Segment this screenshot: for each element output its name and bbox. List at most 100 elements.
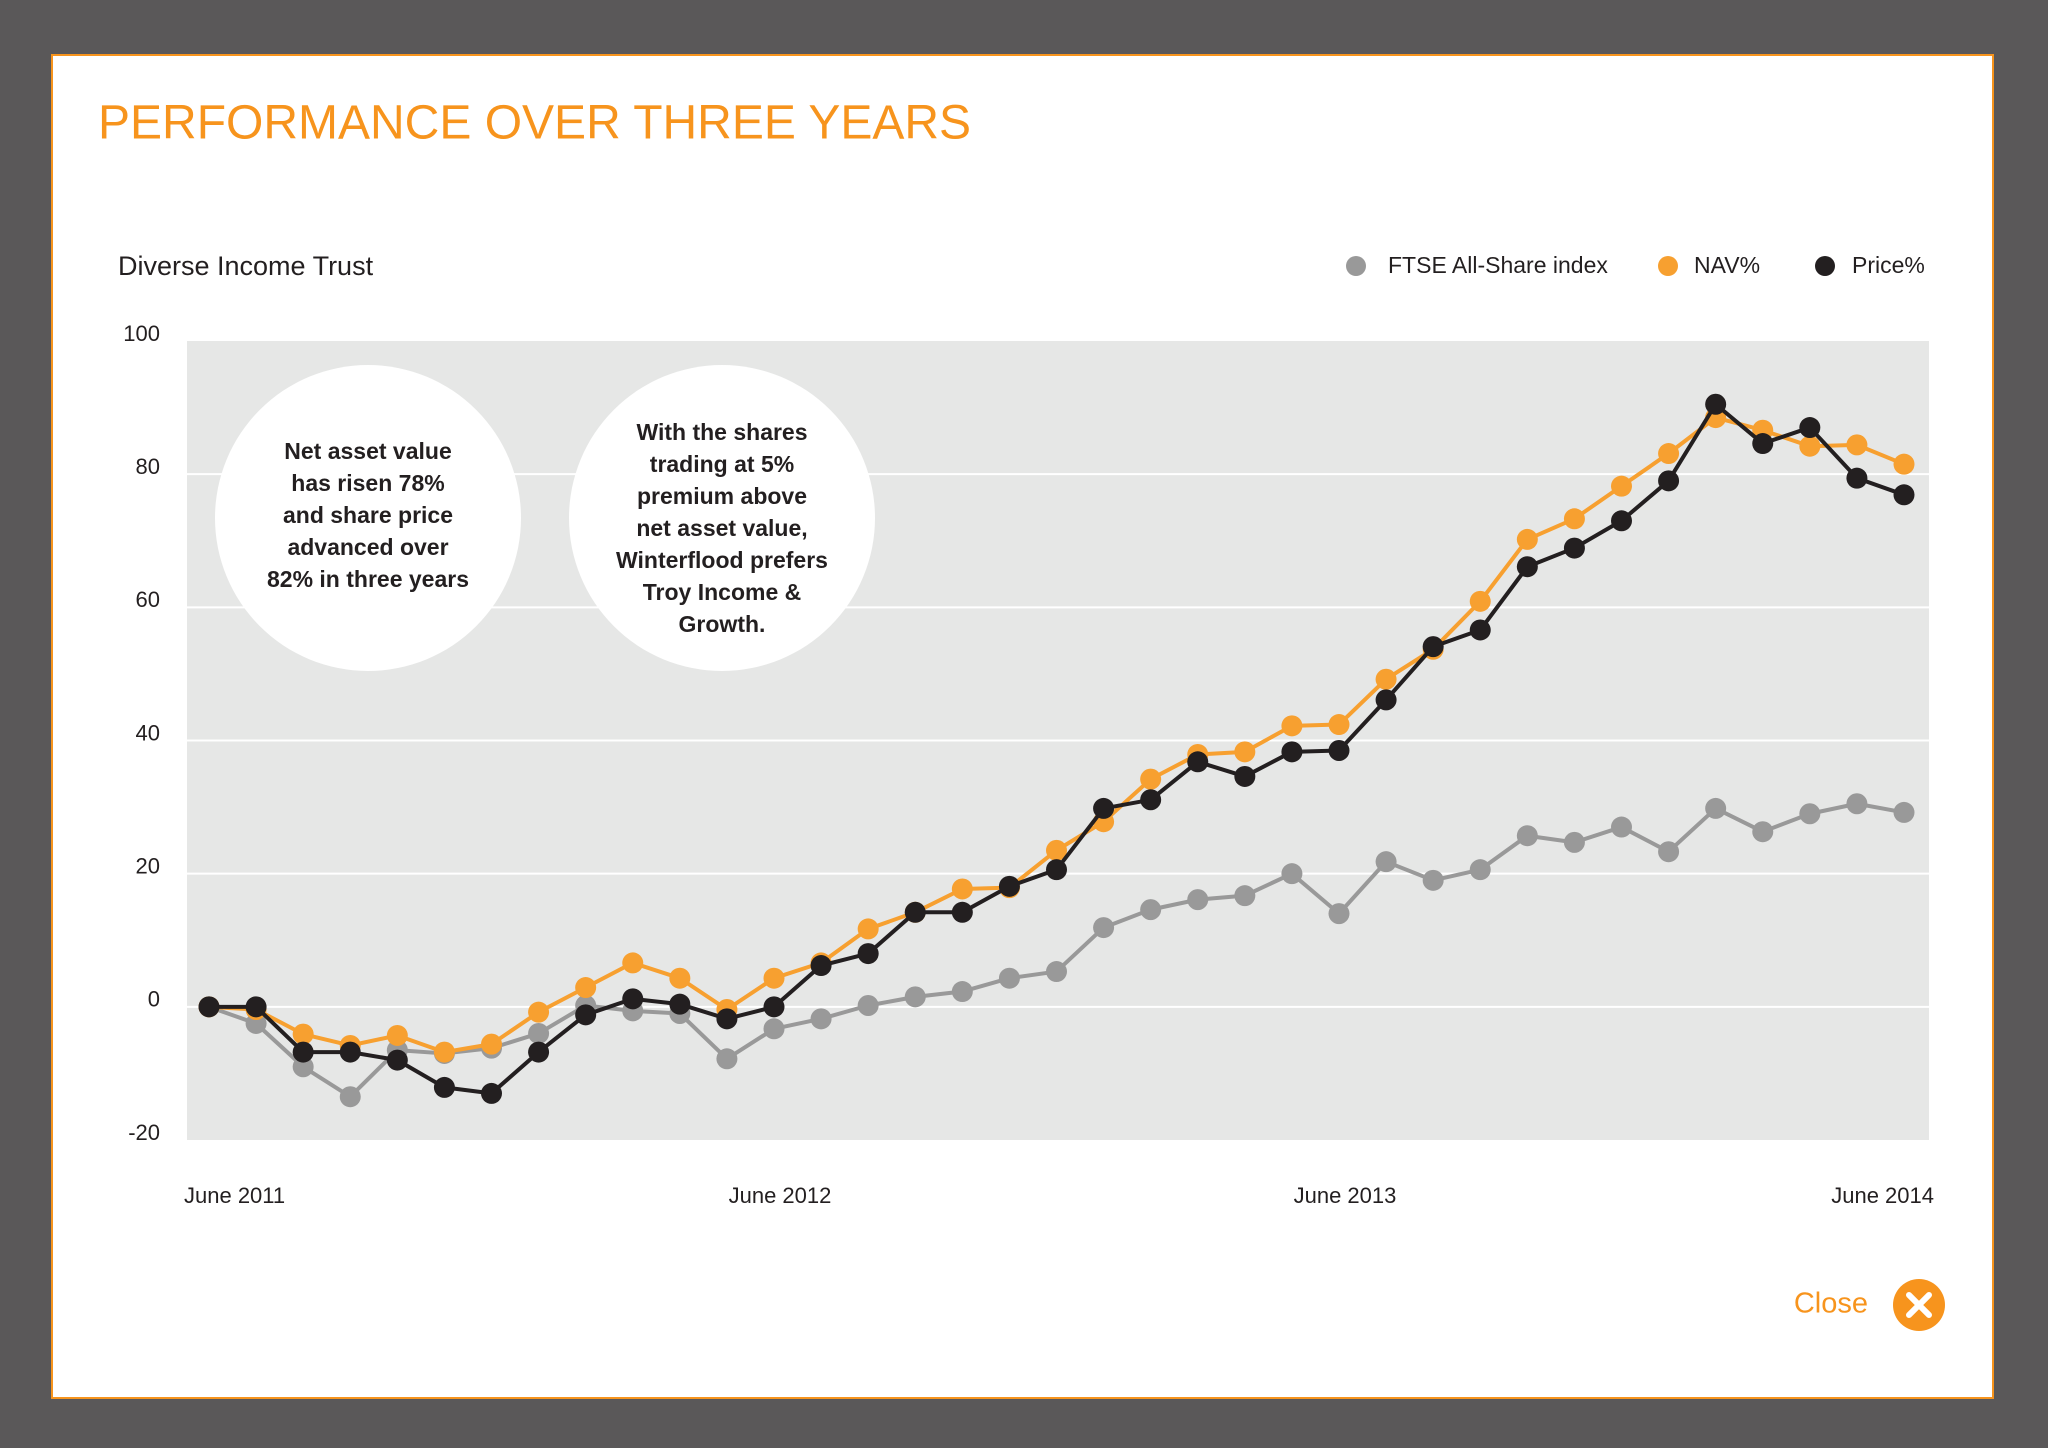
data-point bbox=[1422, 636, 1444, 658]
data-point bbox=[575, 977, 597, 999]
close-x[interactable] bbox=[1906, 1292, 1932, 1318]
data-point bbox=[1469, 619, 1491, 641]
annotation-text: With the shares bbox=[636, 419, 807, 445]
annotation-bubble bbox=[569, 365, 875, 671]
data-point bbox=[669, 967, 691, 989]
data-point bbox=[951, 878, 973, 900]
x-tick-label: June 2014 bbox=[1831, 1183, 1934, 1208]
data-point bbox=[1375, 668, 1397, 690]
data-point bbox=[386, 1049, 408, 1071]
data-point bbox=[857, 995, 879, 1017]
data-point bbox=[1328, 739, 1350, 761]
data-point bbox=[1469, 590, 1491, 612]
data-point bbox=[998, 875, 1020, 897]
data-point bbox=[716, 1008, 738, 1030]
data-point bbox=[622, 988, 644, 1010]
y-tick-label: 20 bbox=[136, 853, 160, 878]
data-point bbox=[1658, 443, 1680, 465]
annotation-text: net asset value, bbox=[636, 515, 807, 541]
annotation-text: Winterflood prefers bbox=[616, 547, 828, 573]
data-point bbox=[1893, 453, 1915, 475]
data-point bbox=[998, 967, 1020, 989]
data-point bbox=[1846, 793, 1868, 815]
annotation-text: and share price bbox=[283, 502, 453, 528]
data-point bbox=[1516, 825, 1538, 847]
data-point bbox=[1563, 508, 1585, 530]
close-button[interactable]: Close bbox=[1794, 1279, 1945, 1331]
data-point bbox=[1093, 797, 1115, 819]
annotation-text: trading at 5% bbox=[650, 451, 794, 477]
legend-label: FTSE All-Share index bbox=[1388, 252, 1608, 278]
data-point bbox=[904, 986, 926, 1008]
data-point bbox=[951, 981, 973, 1003]
data-point bbox=[339, 1086, 361, 1108]
data-point bbox=[1140, 789, 1162, 811]
data-point bbox=[1093, 917, 1115, 939]
data-point bbox=[1281, 715, 1303, 737]
data-point bbox=[1328, 714, 1350, 736]
data-point bbox=[1375, 689, 1397, 711]
data-point bbox=[810, 1008, 832, 1030]
data-point bbox=[1187, 751, 1209, 773]
data-point bbox=[857, 943, 879, 965]
y-tick-label: 60 bbox=[136, 587, 160, 612]
data-point bbox=[1046, 961, 1067, 983]
data-point bbox=[433, 1076, 455, 1098]
data-point bbox=[198, 996, 220, 1018]
data-point bbox=[857, 918, 879, 940]
data-point bbox=[575, 1004, 597, 1026]
data-point bbox=[1705, 797, 1727, 819]
data-point bbox=[1658, 470, 1680, 492]
data-point bbox=[669, 993, 691, 1015]
data-point bbox=[433, 1041, 455, 1063]
data-point bbox=[292, 1023, 314, 1045]
y-tick-label: 40 bbox=[136, 720, 160, 745]
data-point bbox=[763, 1018, 785, 1040]
legend-swatch bbox=[1815, 256, 1835, 276]
y-tick-label: 80 bbox=[136, 454, 160, 479]
data-point bbox=[763, 996, 785, 1018]
data-point bbox=[1893, 484, 1915, 506]
data-point bbox=[1375, 851, 1397, 873]
series bbox=[198, 393, 1915, 1104]
y-tick-label: 100 bbox=[123, 321, 160, 346]
data-point bbox=[1234, 741, 1256, 763]
data-point bbox=[528, 1041, 550, 1063]
x-tick-label: June 2012 bbox=[729, 1183, 832, 1208]
data-point bbox=[292, 1041, 314, 1063]
y-tick-label: -20 bbox=[128, 1120, 160, 1145]
data-point bbox=[1140, 899, 1162, 921]
data-point bbox=[1799, 417, 1821, 439]
data-point bbox=[1281, 863, 1303, 885]
annotation-text: Growth. bbox=[679, 611, 766, 637]
data-point bbox=[1611, 510, 1632, 532]
chart-subtitle: Diverse Income Trust bbox=[118, 251, 374, 281]
data-point bbox=[1328, 903, 1350, 925]
annotation-text: advanced over bbox=[287, 534, 448, 560]
data-point bbox=[904, 901, 926, 923]
data-point bbox=[1658, 841, 1680, 863]
data-point bbox=[1611, 475, 1632, 497]
data-point bbox=[292, 1056, 314, 1078]
legend-label: NAV% bbox=[1694, 252, 1760, 278]
annotation-text: Troy Income & bbox=[643, 579, 801, 605]
data-point bbox=[1422, 869, 1444, 891]
data-point bbox=[1516, 556, 1538, 578]
data-point bbox=[339, 1041, 361, 1063]
data-point bbox=[1611, 816, 1632, 838]
data-point bbox=[1563, 831, 1585, 853]
close-label[interactable]: Close bbox=[1794, 1288, 1868, 1320]
y-tick-label: 0 bbox=[148, 987, 160, 1012]
x-tick-label: June 2011 bbox=[184, 1183, 285, 1208]
data-point bbox=[1705, 393, 1727, 415]
data-point bbox=[1846, 434, 1868, 456]
annotation-bubble bbox=[215, 365, 521, 671]
data-point bbox=[1563, 537, 1585, 559]
annotation-text: has risen 78% bbox=[291, 470, 444, 496]
data-point bbox=[1234, 765, 1256, 787]
data-point bbox=[528, 1022, 550, 1044]
data-point bbox=[1046, 839, 1067, 861]
data-point bbox=[763, 967, 785, 989]
